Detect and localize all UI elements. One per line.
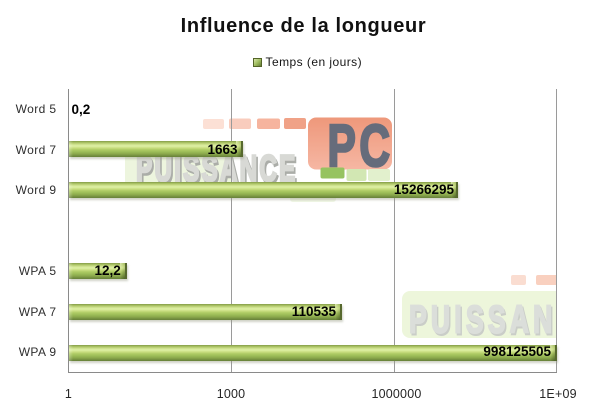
svg-text:PUISSANCE: PUISSANCE — [409, 299, 602, 342]
svg-text:PC: PC — [328, 112, 394, 179]
svg-text:PUISSANCE: PUISSANCE — [410, 301, 603, 344]
